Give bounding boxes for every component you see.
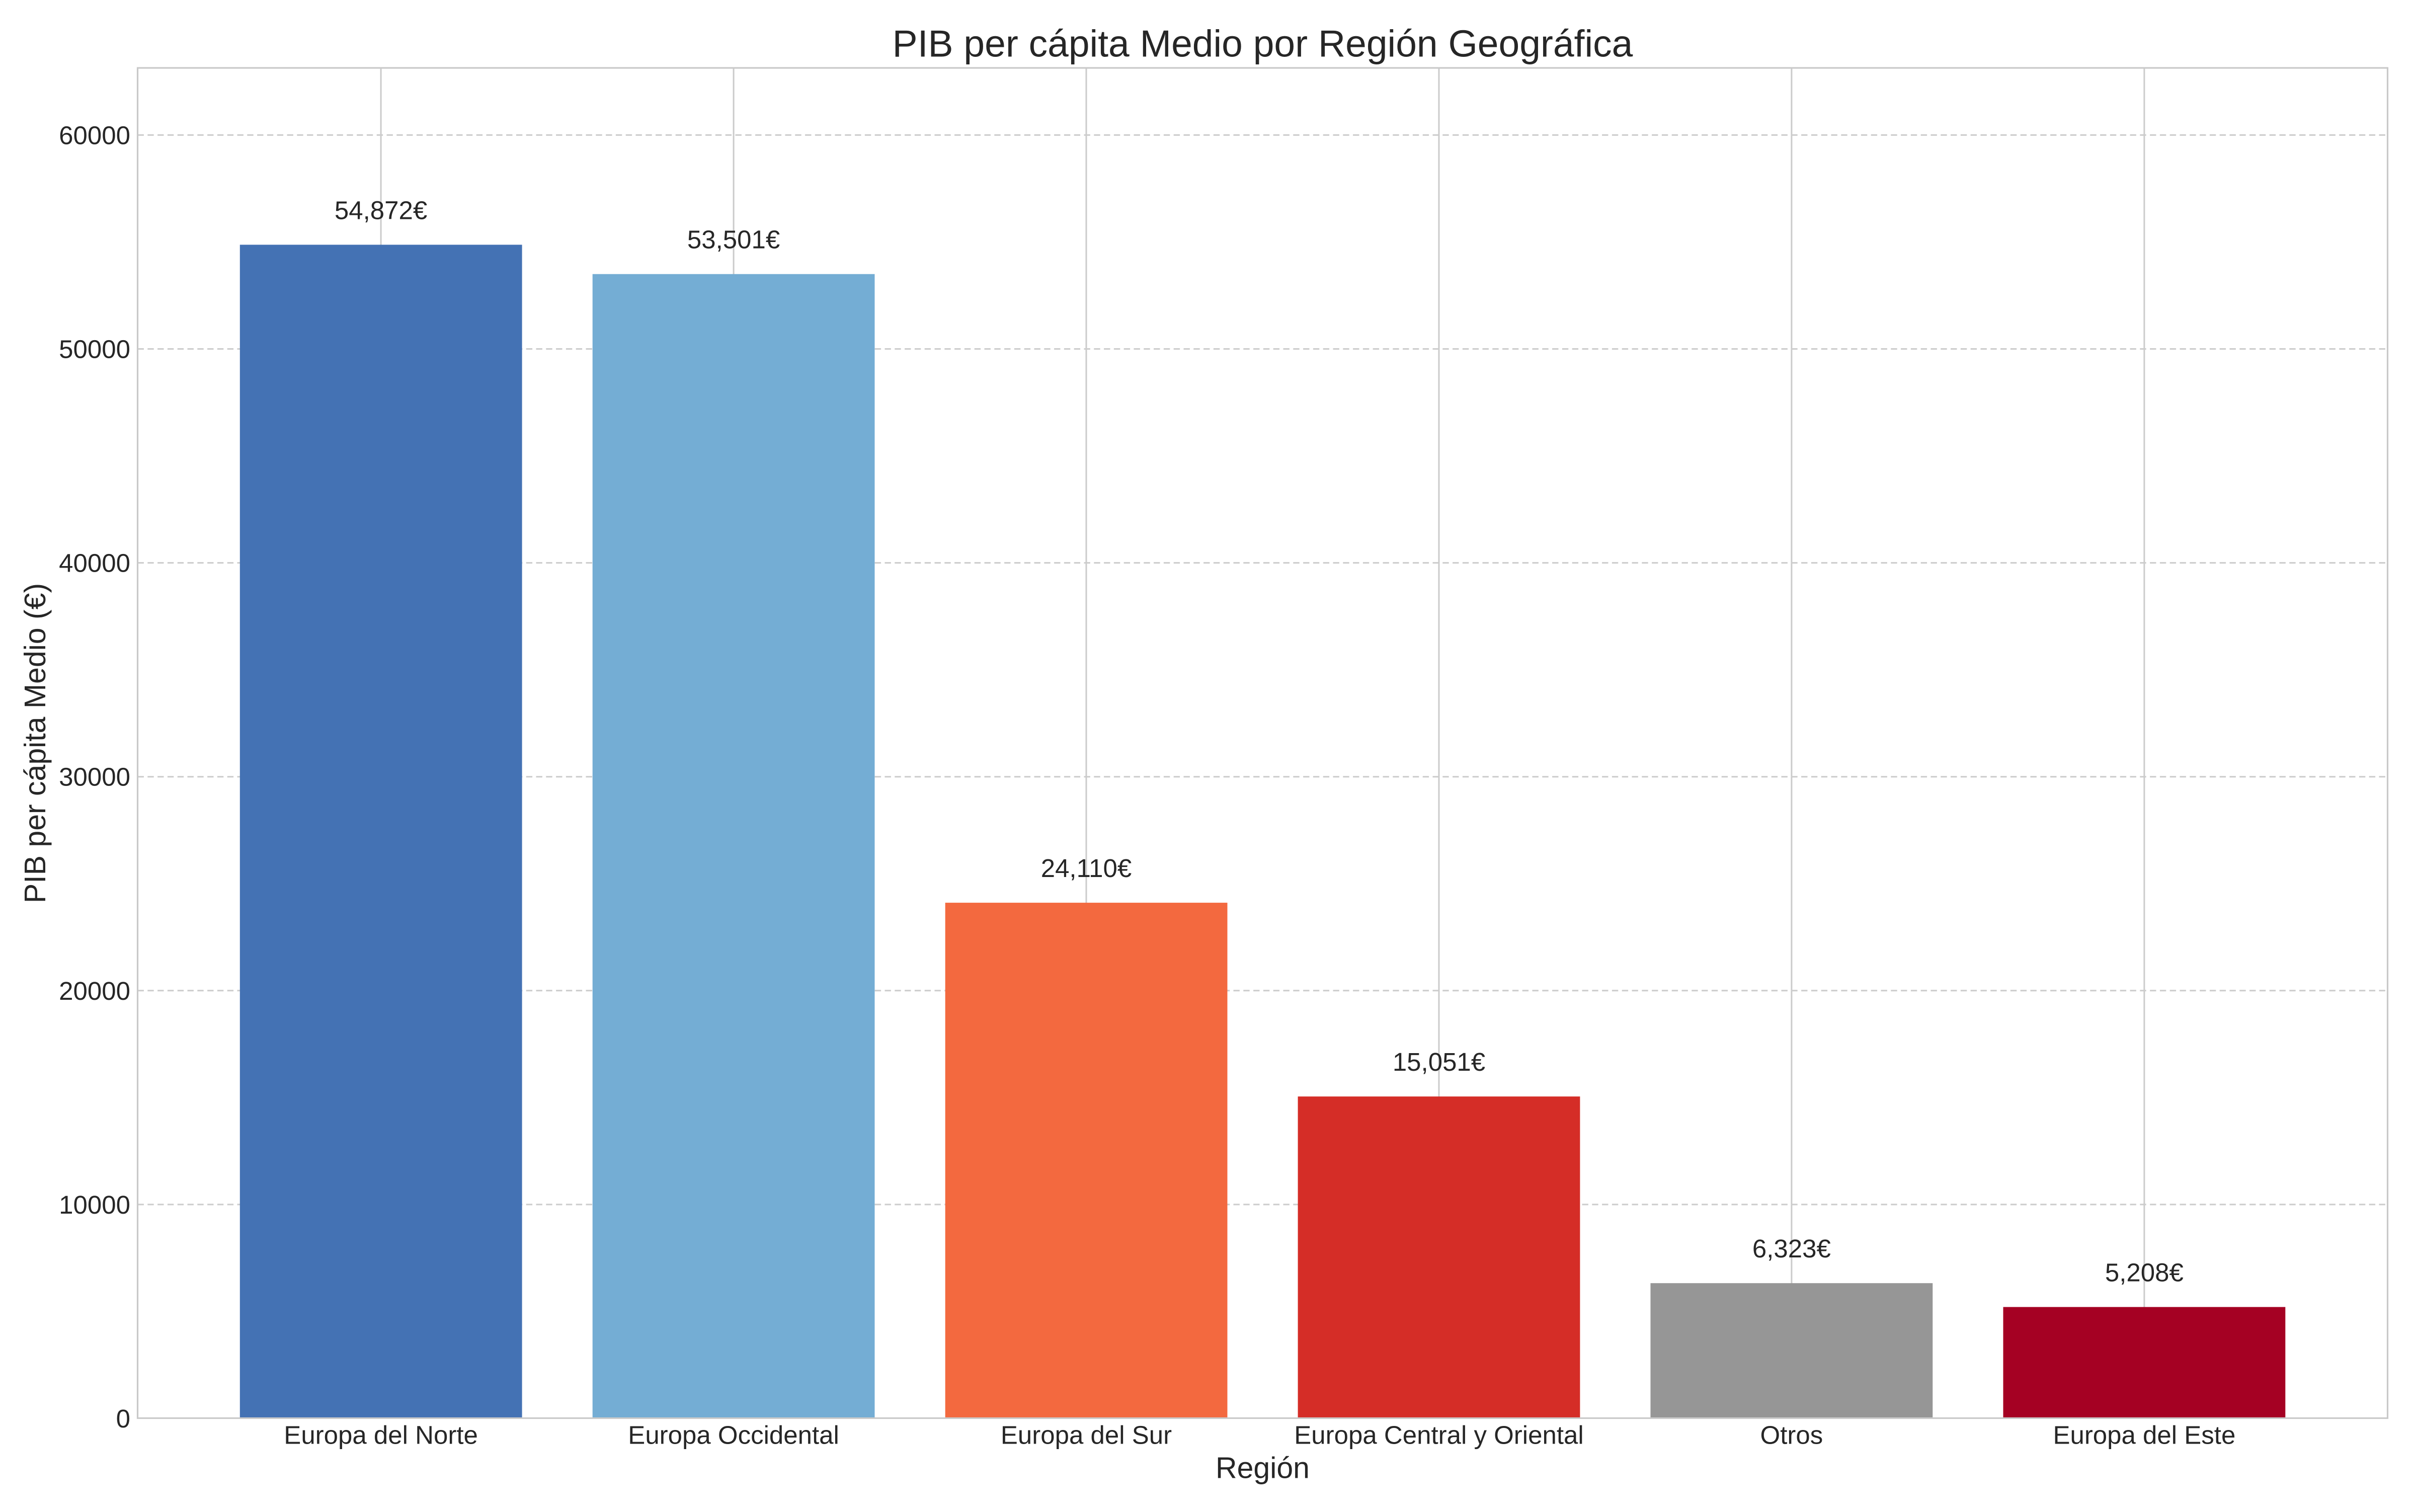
svg-text:60000: 60000: [59, 121, 130, 149]
svg-text:Europa del Norte: Europa del Norte: [284, 1421, 478, 1450]
svg-text:15,051€: 15,051€: [1393, 1048, 1485, 1076]
svg-text:Región: Región: [1216, 1452, 1310, 1485]
svg-text:54,872€: 54,872€: [335, 196, 427, 224]
svg-text:24,110€: 24,110€: [1041, 854, 1132, 883]
svg-text:40000: 40000: [59, 549, 130, 578]
svg-text:Europa Central y Oriental: Europa Central y Oriental: [1294, 1421, 1583, 1450]
svg-text:Europa del Sur: Europa del Sur: [1001, 1421, 1172, 1450]
svg-text:PIB per cápita Medio (€): PIB per cápita Medio (€): [19, 583, 52, 903]
svg-text:0: 0: [116, 1404, 130, 1433]
svg-text:Europa Occidental: Europa Occidental: [628, 1421, 839, 1450]
svg-text:50000: 50000: [59, 335, 130, 364]
svg-text:30000: 30000: [59, 763, 130, 791]
svg-text:6,323€: 6,323€: [1752, 1234, 1831, 1263]
svg-text:5,208€: 5,208€: [2105, 1258, 2184, 1287]
svg-text:20000: 20000: [59, 977, 130, 1005]
svg-text:Europa del Este: Europa del Este: [2053, 1421, 2235, 1450]
svg-text:10000: 10000: [59, 1190, 130, 1219]
svg-text:53,501€: 53,501€: [687, 225, 780, 254]
svg-text:PIB per cápita Medio por Regió: PIB per cápita Medio por Región Geográfi…: [893, 23, 1633, 65]
svg-text:Otros: Otros: [1760, 1421, 1823, 1450]
